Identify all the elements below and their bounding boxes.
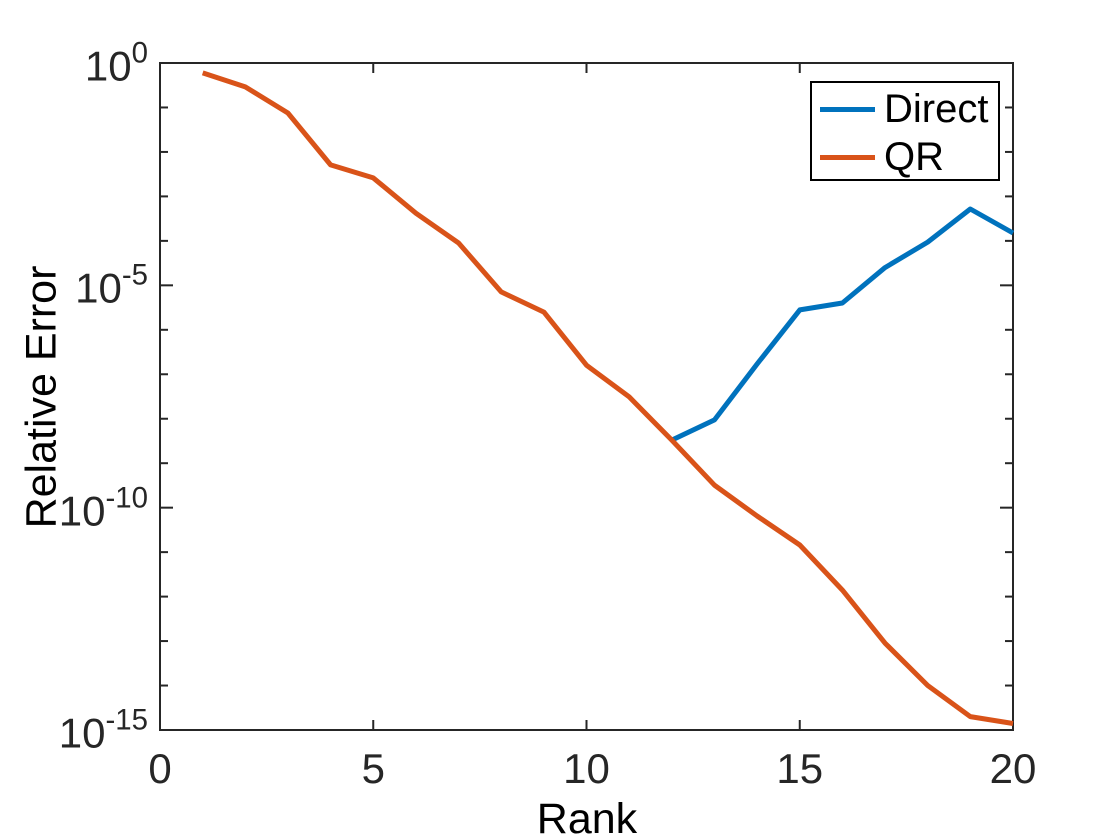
- y-axis-label: Relative Error: [17, 265, 66, 529]
- legend: Direct QR: [810, 81, 1000, 181]
- y-tick-label: 100: [84, 36, 148, 90]
- x-tick-label: 20: [989, 745, 1037, 792]
- legend-entry-qr: QR: [812, 133, 998, 181]
- qr-line-swatch-icon: [820, 154, 875, 160]
- y-tick-label: 10-15: [58, 703, 148, 757]
- direct-line-swatch-icon: [820, 106, 875, 112]
- legend-entry-label: Direct: [884, 87, 989, 131]
- y-tick-label: 10-5: [75, 258, 148, 312]
- x-tick-label: 0: [148, 745, 172, 792]
- y-tick-label: 10-10: [58, 481, 148, 535]
- legend-entry-label: QR: [884, 135, 944, 179]
- direct-series-line: [670, 206, 1015, 443]
- x-tick-label: 10: [563, 745, 610, 792]
- x-tick-label: 15: [776, 745, 824, 792]
- x-tick-label: 5: [361, 745, 385, 792]
- legend-entry-direct: Direct: [812, 85, 998, 133]
- qr-series-line: [201, 70, 1014, 726]
- x-axis-label: Rank: [536, 795, 638, 840]
